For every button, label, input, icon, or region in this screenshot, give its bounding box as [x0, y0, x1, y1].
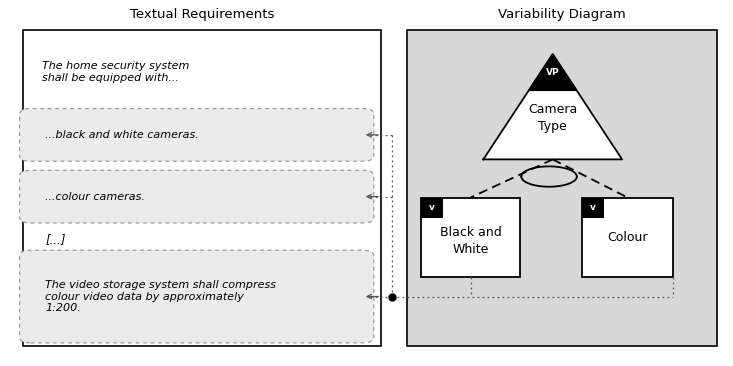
Text: Black and
White: Black and White [440, 226, 501, 256]
FancyBboxPatch shape [23, 30, 381, 347]
Polygon shape [483, 54, 622, 159]
Text: ...black and white cameras.: ...black and white cameras. [45, 130, 199, 140]
FancyBboxPatch shape [407, 30, 717, 347]
Text: v: v [590, 203, 596, 212]
FancyBboxPatch shape [421, 198, 443, 217]
FancyBboxPatch shape [582, 198, 673, 277]
Text: Camera
Type: Camera Type [528, 102, 578, 132]
Text: v: v [430, 203, 435, 212]
FancyBboxPatch shape [20, 109, 374, 161]
Text: Colour: Colour [608, 231, 648, 244]
FancyBboxPatch shape [582, 198, 604, 217]
Polygon shape [528, 54, 577, 90]
Text: Variability Diagram: Variability Diagram [498, 8, 626, 21]
FancyBboxPatch shape [20, 170, 374, 223]
Text: VP: VP [546, 68, 559, 78]
Text: ...colour cameras.: ...colour cameras. [45, 192, 145, 202]
Text: The home security system
shall be equipped with...: The home security system shall be equipp… [42, 61, 189, 83]
Text: [...]: [...] [45, 233, 66, 246]
FancyBboxPatch shape [20, 250, 374, 343]
FancyBboxPatch shape [421, 198, 520, 277]
Text: The video storage system shall compress
colour video data by approximately
1:200: The video storage system shall compress … [45, 280, 276, 313]
Text: Textual Requirements: Textual Requirements [130, 8, 274, 21]
